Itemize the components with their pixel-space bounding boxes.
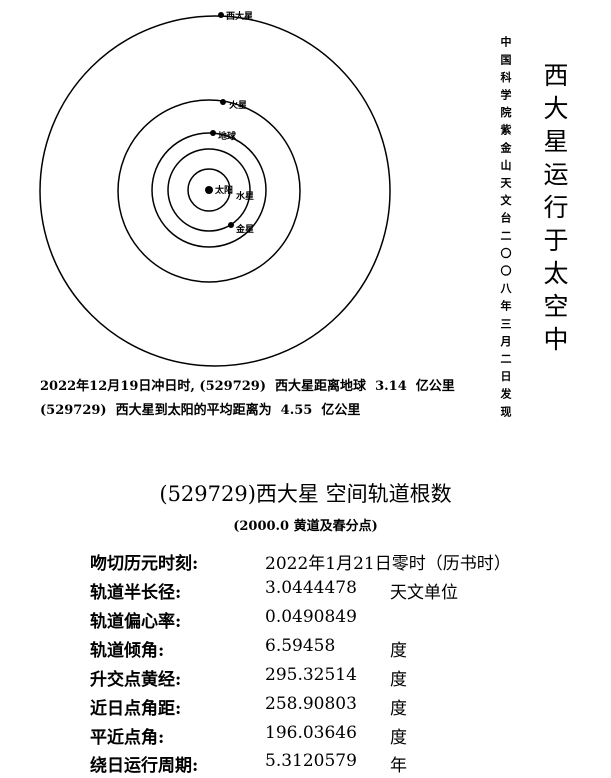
row-label: 轨道倾角:	[90, 641, 165, 661]
orbit-mercury	[187, 168, 231, 212]
note-mean-distance: (529729) 西大星到太阳的平均距离为 4.55 亿公里	[40, 403, 361, 418]
label-sun: 太阳	[214, 184, 233, 196]
row-unit: 年	[390, 756, 407, 776]
label-venus: 金星	[235, 223, 254, 235]
row-label: 轨道半长径:	[90, 583, 182, 603]
table-row: 轨道倾角: 6.59458 度	[90, 636, 550, 661]
label-xidaxing: 西大星	[226, 10, 253, 22]
row-value: 2022年1月21日零时（历书时）	[265, 554, 511, 574]
orbit-xidaxing	[39, 15, 391, 367]
label-earth: 地球	[218, 130, 237, 142]
vertical-title: 西大星运行于太空中	[540, 62, 569, 359]
table-row: 轨道半长径: 3.0444478 天文单位	[90, 578, 550, 603]
row-label: 绕日运行周期:	[90, 756, 199, 776]
venus-dot	[228, 222, 234, 228]
row-value: 5.3120579	[265, 751, 357, 771]
row-label: 吻切历元时刻:	[90, 554, 199, 574]
label-mars: 火星	[229, 100, 247, 111]
row-unit: 度	[390, 670, 407, 690]
row-value: 3.0444478	[265, 578, 357, 598]
row-label: 轨道偏心率:	[90, 612, 182, 632]
row-unit: 度	[390, 728, 407, 748]
table-row: 轨道偏心率: 0.0490849	[90, 607, 550, 632]
elements-subtitle: (2000.0 黄道及春分点)	[233, 519, 378, 534]
row-value: 196.03646	[265, 723, 357, 743]
row-value: 6.59458	[265, 636, 336, 656]
row-value: 295.32514	[265, 665, 357, 685]
table-row: 绕日运行周期: 5.3120579 年	[90, 751, 550, 776]
row-unit: 度	[390, 641, 407, 661]
earth-dot	[210, 130, 216, 136]
mars-dot	[220, 99, 226, 105]
orbit-venus	[167, 148, 251, 232]
note-opposition: 2022年12月19日冲日时, (529729) 西大星距离地球 3.14 亿公…	[40, 379, 455, 394]
orbit-mars	[117, 99, 301, 283]
xidaxing-dot	[218, 12, 224, 18]
orbit-diagram: 西大星 火星 地球 太阳 水星 金星	[39, 10, 391, 367]
label-mercury: 水星	[236, 190, 254, 202]
orbit-earth	[151, 132, 267, 248]
row-unit: 天文单位	[390, 583, 458, 603]
table-row: 近日点角距: 258.90803 度	[90, 694, 550, 719]
row-label: 平近点角:	[90, 728, 165, 748]
table-row: 平近点角: 196.03646 度	[90, 723, 550, 748]
sun-dot	[205, 186, 213, 194]
row-value: 0.0490849	[265, 607, 357, 627]
table-row: 吻切历元时刻: 2022年1月21日零时（历书时）	[90, 549, 550, 574]
row-unit: 度	[390, 699, 407, 719]
row-label: 近日点角距:	[90, 699, 182, 719]
elements-title: (529729)西大星 空间轨道根数	[159, 482, 452, 506]
row-label: 升交点黄经:	[90, 670, 182, 690]
discovery-credit: 中国科学院紫金山天文台二〇〇八年三月二日发现	[499, 36, 512, 424]
table-row: 升交点黄经: 295.32514 度	[90, 665, 550, 690]
row-value: 258.90803	[265, 694, 357, 714]
